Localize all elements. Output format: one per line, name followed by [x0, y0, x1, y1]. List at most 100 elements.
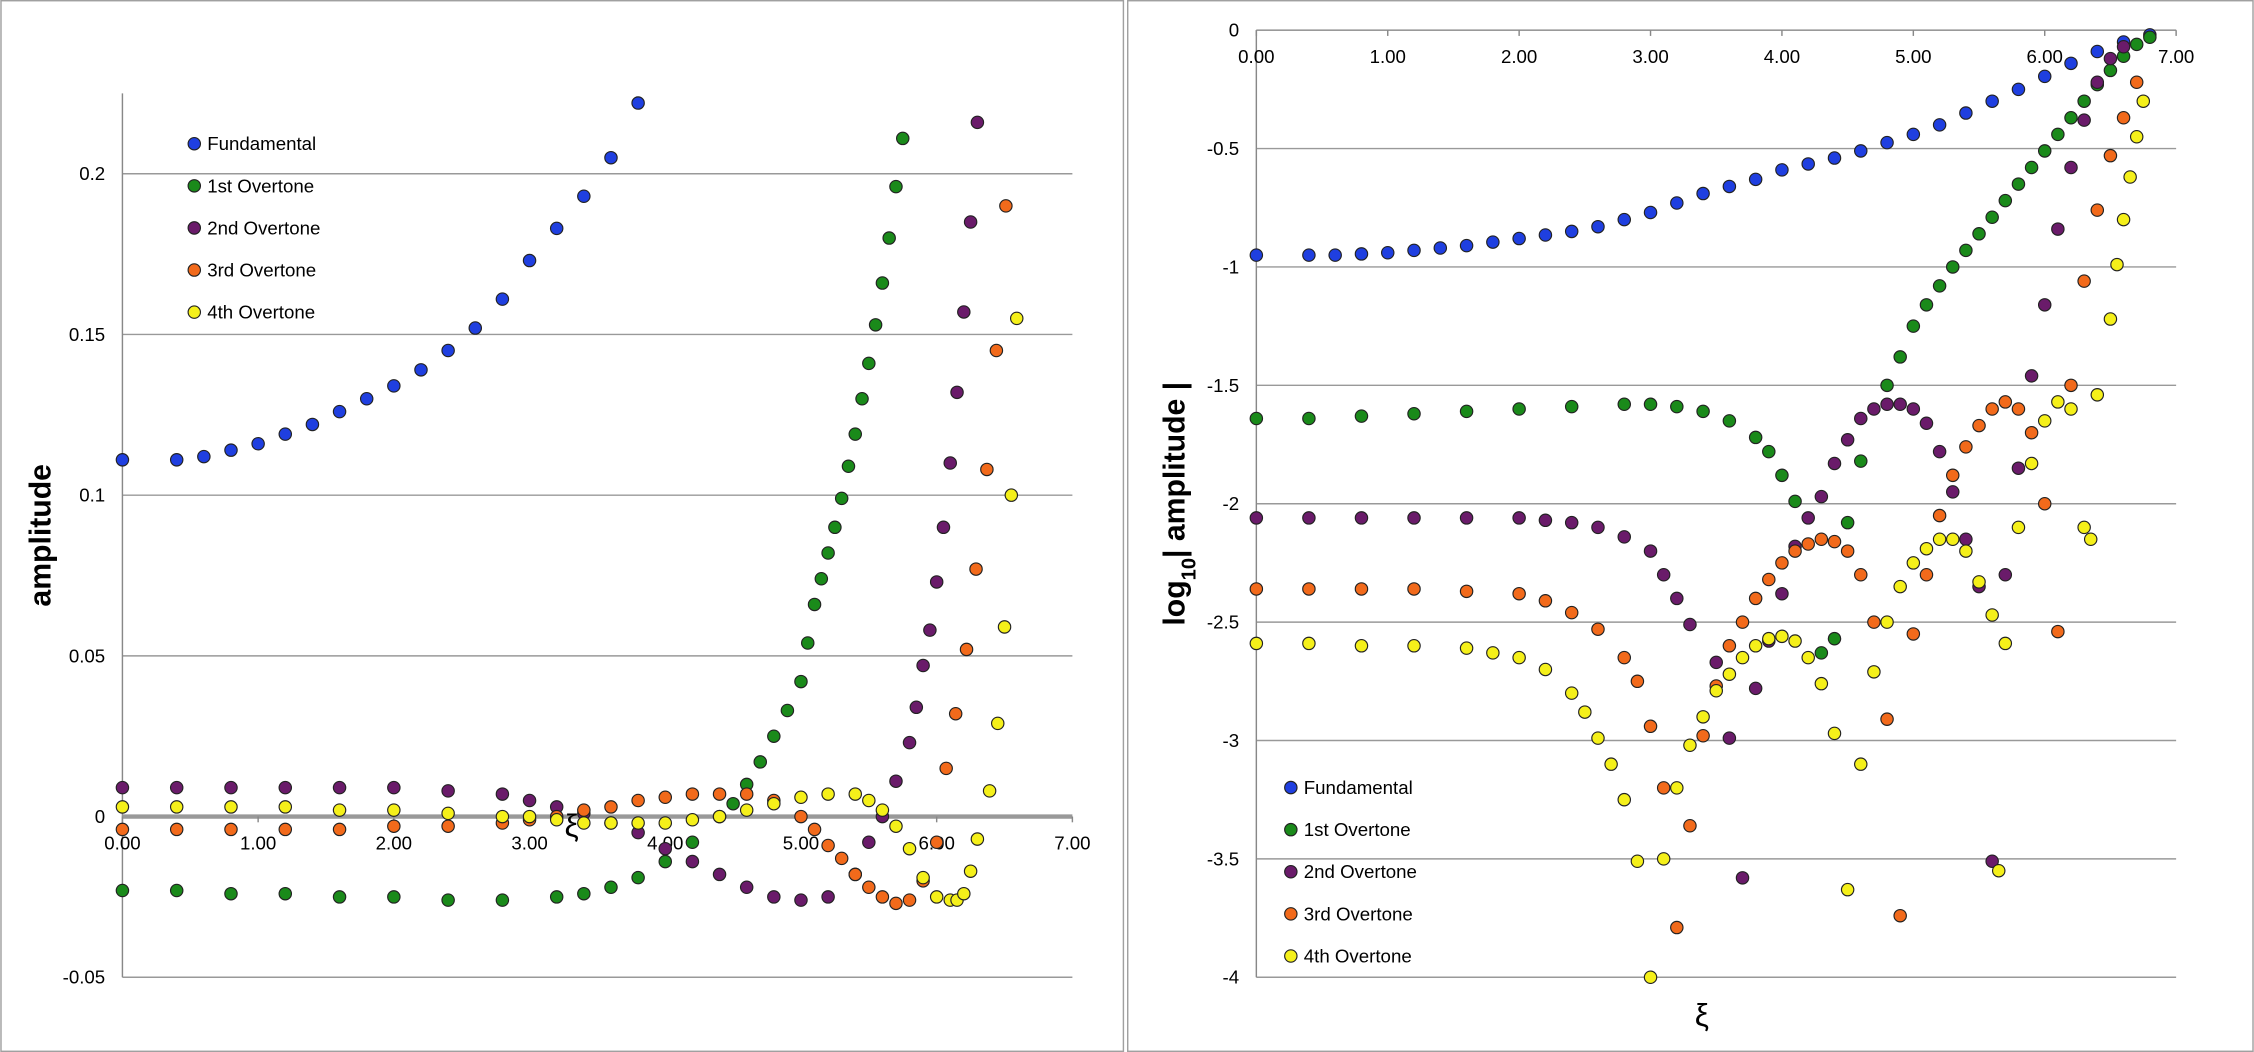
data-point — [2077, 113, 2091, 127]
data-point — [957, 886, 971, 901]
data-point — [1735, 650, 1750, 665]
data-point — [963, 215, 978, 229]
data-point — [923, 623, 937, 637]
y-tick-label: -1 — [1222, 256, 1239, 277]
data-point — [1959, 106, 1973, 120]
data-point — [916, 870, 930, 885]
x-axis-label: ξ — [1695, 997, 1709, 1033]
data-point — [2051, 127, 2065, 142]
data-point — [115, 453, 130, 467]
data-point — [807, 597, 822, 612]
x-tick-label: 7.00 — [2158, 46, 2194, 67]
data-point — [631, 793, 645, 808]
x-tick-label: 0.00 — [104, 833, 140, 854]
data-point — [1670, 591, 1684, 606]
y-tick-label: -1.5 — [1207, 375, 1239, 396]
data-point — [1302, 582, 1316, 596]
data-point — [1591, 520, 1605, 535]
y-tick-label: 0.15 — [69, 324, 105, 345]
data-point — [1932, 118, 1947, 132]
data-point — [1009, 311, 1024, 326]
data-point — [549, 890, 564, 904]
data-point — [1945, 485, 1960, 499]
data-point — [1880, 378, 1894, 393]
data-point — [1919, 541, 1934, 556]
data-point — [1906, 127, 1921, 142]
data-point — [814, 571, 829, 586]
data-point — [2011, 402, 2026, 416]
data-point — [1459, 584, 1474, 599]
data-point — [767, 890, 781, 904]
data-point — [115, 883, 130, 898]
data-point — [1867, 615, 1881, 629]
data-point — [1991, 863, 2006, 878]
y-tick-label: -3.5 — [1207, 848, 1239, 869]
x-tick-label: 4.00 — [1764, 46, 1800, 67]
data-point — [2090, 203, 2105, 217]
data-point — [939, 761, 953, 776]
legend-marker — [187, 305, 202, 319]
data-point — [1538, 228, 1553, 242]
data-point — [2129, 37, 2144, 52]
data-point — [1643, 719, 1658, 734]
legend-label: 4th Overtone — [1304, 945, 1412, 966]
data-point — [712, 809, 727, 824]
data-point — [834, 851, 849, 866]
data-point — [2064, 56, 2078, 71]
y-axis-label-text: amplitude — [25, 464, 58, 607]
data-point — [387, 379, 401, 393]
data-point — [990, 716, 1005, 731]
data-point — [943, 456, 958, 470]
data-point — [959, 642, 974, 657]
data-point — [1735, 615, 1750, 629]
data-point — [1932, 279, 1947, 293]
legend-label: 2nd Overtone — [207, 217, 320, 238]
data-point — [1354, 409, 1369, 423]
data-point — [929, 890, 944, 904]
data-point — [577, 189, 591, 204]
x-tick-label: 6.00 — [2027, 46, 2063, 67]
data-point — [909, 700, 924, 715]
data-point — [251, 436, 265, 451]
data-point — [980, 462, 994, 477]
data-point — [875, 890, 890, 904]
data-point — [902, 841, 917, 856]
data-point — [2083, 532, 2098, 546]
y-axis-label-subscript: 10 — [1178, 558, 1200, 580]
data-point — [841, 459, 856, 473]
right-panel — [1127, 0, 2254, 1052]
data-point — [1512, 650, 1526, 665]
data-point — [1827, 534, 1842, 549]
y-tick-label: -4 — [1222, 967, 1239, 988]
data-point — [739, 787, 754, 801]
data-point — [1827, 631, 1842, 646]
data-point — [1004, 488, 1019, 502]
data-point — [1249, 411, 1264, 426]
data-point — [1762, 444, 1776, 459]
legend-label: 4th Overtone — [207, 302, 315, 323]
data-point — [522, 809, 537, 824]
data-point — [278, 780, 293, 795]
data-point — [753, 755, 768, 769]
data-point — [1906, 627, 1921, 641]
data-point — [115, 780, 130, 795]
legend-label: Fundamental — [1304, 777, 1413, 798]
data-point — [441, 819, 455, 833]
data-point — [767, 729, 781, 743]
data-point — [1302, 248, 1316, 262]
data-point — [1788, 634, 1802, 648]
legend-marker — [1284, 907, 1298, 921]
data-point — [2123, 170, 2137, 184]
data-point — [1945, 532, 1960, 546]
data-point — [441, 893, 455, 907]
data-point — [1932, 532, 1947, 546]
data-point — [387, 890, 401, 904]
data-point — [577, 803, 591, 817]
data-point — [862, 793, 876, 808]
data-point — [332, 890, 347, 904]
data-point — [441, 806, 455, 821]
legend-marker — [1284, 865, 1298, 879]
data-point — [848, 427, 863, 441]
data-point — [1854, 568, 1868, 582]
data-point — [889, 819, 903, 833]
